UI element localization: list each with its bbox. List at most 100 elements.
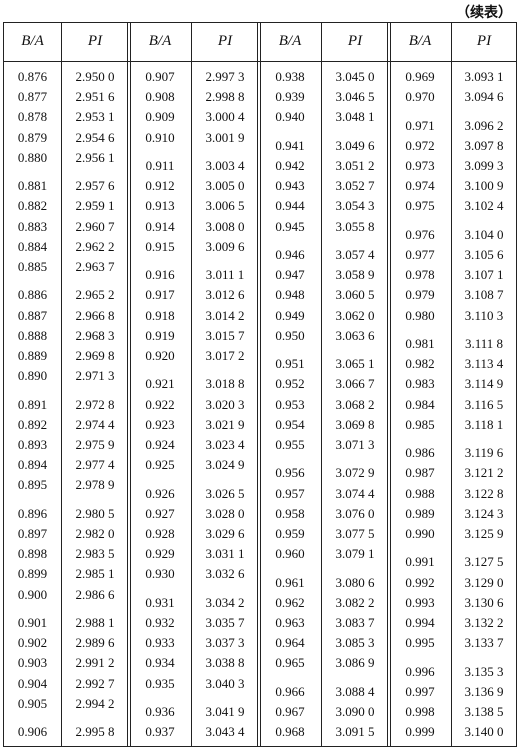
ba-cell: 0.949 xyxy=(275,307,305,323)
pi-cell: 3.088 4 xyxy=(335,683,375,699)
ba-cell: 0.996 xyxy=(405,663,435,679)
pi-cell: 2.962 2 xyxy=(75,238,115,254)
pi-cell: 3.058 9 xyxy=(335,267,375,283)
pi-cell: 3.041 9 xyxy=(205,704,245,719)
ba-cell: 0.962 xyxy=(275,594,305,610)
pi-cell: 2.963 7 xyxy=(75,259,115,274)
ba-cell: 0.903 xyxy=(17,655,48,671)
ba-cell: 0.986 xyxy=(405,445,435,461)
ba-cell: 0.944 xyxy=(275,198,305,214)
pi-cell: 2.972 8 xyxy=(75,396,115,412)
pi-cell: 3.079 1 xyxy=(335,546,375,562)
pi-cell: 3.080 6 xyxy=(335,574,375,590)
cell-divider xyxy=(321,23,322,746)
ba-cell: 0.995 xyxy=(405,635,435,651)
ba-cell: 0.959 xyxy=(275,526,305,541)
ba-cell: 0.904 xyxy=(17,675,48,691)
ba-cell: 0.940 xyxy=(275,109,305,125)
pi-cell: 2.989 6 xyxy=(75,635,115,651)
ba-cell: 0.980 xyxy=(405,307,435,323)
pi-cell: 3.130 6 xyxy=(464,594,504,610)
ba-cell: 0.926 xyxy=(145,485,175,501)
ba-cell: 0.989 xyxy=(405,505,435,521)
ba-cell: 0.987 xyxy=(405,465,435,481)
pi-cell: 3.091 5 xyxy=(335,724,375,740)
pi-cell: 3.124 3 xyxy=(464,505,504,521)
ba-cell: 0.951 xyxy=(275,356,305,372)
ba-cell: 0.936 xyxy=(145,704,175,719)
ba-cell: 0.942 xyxy=(275,158,305,173)
pi-cell: 2.971 3 xyxy=(75,368,115,384)
pi-cell: 3.093 1 xyxy=(464,69,504,84)
pi-cell: 3.136 9 xyxy=(464,683,504,699)
pi-cell: 3.026 5 xyxy=(205,485,245,501)
pi-cell: 3.009 6 xyxy=(205,238,245,254)
ba-cell: 0.968 xyxy=(275,724,305,740)
pi-cell: 3.133 7 xyxy=(464,635,504,651)
header-cell: PI xyxy=(347,33,363,49)
ba-cell: 0.883 xyxy=(17,218,48,234)
pi-cell: 2.959 1 xyxy=(75,198,115,214)
pi-cell: 3.014 2 xyxy=(205,307,245,323)
pi-cell: 3.129 0 xyxy=(464,574,504,590)
ba-cell: 0.899 xyxy=(17,566,48,582)
pi-cell: 2.980 5 xyxy=(75,505,115,521)
pi-cell: 3.063 6 xyxy=(335,327,375,343)
pi-cell: 3.135 3 xyxy=(464,663,504,679)
ba-cell: 0.914 xyxy=(145,218,175,234)
pi-cell: 3.043 4 xyxy=(205,724,245,740)
pi-cell: 3.111 8 xyxy=(464,336,504,351)
pi-cell: 3.116 5 xyxy=(464,396,504,412)
pi-cell: 3.097 8 xyxy=(464,137,504,153)
pi-cell: 2.950 0 xyxy=(75,69,115,84)
pi-cell: 3.011 1 xyxy=(205,267,245,283)
ba-cell: 0.895 xyxy=(17,477,48,493)
pi-cell: 3.012 6 xyxy=(205,287,245,303)
ba-cell: 0.901 xyxy=(17,615,48,630)
ba-cell: 0.992 xyxy=(405,574,435,590)
ba-cell: 0.921 xyxy=(145,376,175,392)
pi-cell: 3.108 7 xyxy=(464,287,504,303)
cell-divider xyxy=(191,23,192,746)
pi-cell: 3.086 9 xyxy=(335,655,375,671)
ba-cell: 0.908 xyxy=(145,89,175,105)
ba-cell: 0.882 xyxy=(17,198,48,214)
ba-cell: 0.880 xyxy=(17,149,48,165)
pi-cell: 3.138 5 xyxy=(464,704,504,719)
pi-cell: 2.985 1 xyxy=(75,566,115,582)
ba-cell: 0.900 xyxy=(17,586,48,602)
pi-cell: 3.107 1 xyxy=(464,267,504,283)
pi-cell: 3.003 4 xyxy=(205,158,245,173)
table: B/A PI 0.876 2.950 0 0.877 2.951 6 0.878 2.953 … xyxy=(3,22,517,747)
ba-cell: 0.976 xyxy=(405,226,435,242)
column-divider xyxy=(257,23,261,746)
ba-cell: 0.974 xyxy=(405,178,435,194)
ba-cell: 0.990 xyxy=(405,526,435,541)
ba-cell: 0.917 xyxy=(145,287,175,303)
pi-cell: 3.038 8 xyxy=(205,655,245,671)
pi-cell: 3.076 0 xyxy=(335,505,375,521)
ba-cell: 0.893 xyxy=(17,437,48,452)
ba-cell: 0.909 xyxy=(145,109,175,125)
ba-cell: 0.930 xyxy=(145,566,175,582)
pi-cell: 3.031 1 xyxy=(205,546,245,562)
pi-cell: 3.049 6 xyxy=(335,137,375,153)
pi-cell: 2.951 6 xyxy=(75,89,115,105)
ba-cell: 0.984 xyxy=(405,396,435,412)
pi-cell: 3.071 3 xyxy=(335,437,375,452)
ba-cell: 0.993 xyxy=(405,594,435,610)
ba-cell: 0.973 xyxy=(405,158,435,173)
ba-cell: 0.970 xyxy=(405,89,435,105)
pi-cell: 3.032 6 xyxy=(205,566,245,582)
pi-cell: 3.057 4 xyxy=(335,247,375,262)
ba-cell: 0.950 xyxy=(275,327,305,343)
column-divider xyxy=(127,23,131,746)
ba-cell: 0.985 xyxy=(405,416,435,432)
pi-cell: 2.966 8 xyxy=(75,307,115,323)
pi-cell: 2.977 4 xyxy=(75,457,115,473)
ba-cell: 0.894 xyxy=(17,457,48,473)
pi-cell: 2.969 8 xyxy=(75,348,115,363)
ba-cell: 0.885 xyxy=(17,259,48,274)
ba-cell: 0.943 xyxy=(275,178,305,194)
pi-cell: 3.018 8 xyxy=(205,376,245,392)
